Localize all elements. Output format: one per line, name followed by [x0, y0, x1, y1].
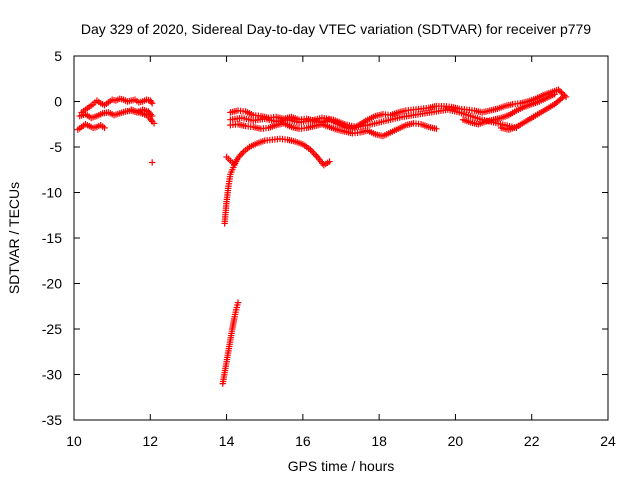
x-tick-label: 16: [295, 433, 311, 449]
x-tick-label: 12: [142, 433, 158, 449]
data-point: [148, 100, 156, 107]
data-point: [558, 89, 565, 96]
data-point: [559, 94, 566, 102]
series-sat-j: [221, 135, 333, 227]
data-point: [562, 93, 570, 101]
data-point: [557, 95, 564, 103]
y-tick-label: -10: [42, 185, 62, 201]
data-point: [148, 159, 156, 166]
data-point: [326, 158, 333, 165]
series-sat-k: [223, 153, 238, 168]
chart-title: Day 329 of 2020, Sidereal Day-to-day VTE…: [81, 21, 591, 37]
data-point: [234, 299, 242, 306]
x-tick-label: 24: [600, 433, 616, 449]
plot-frame: [73, 55, 609, 421]
y-axis-label: SDTVAR / TECUs: [6, 182, 22, 294]
data-point: [433, 125, 440, 132]
series-sat-i: [498, 94, 566, 133]
x-tick-label: 22: [524, 433, 540, 449]
x-tick-label: 14: [219, 433, 235, 449]
y-axis: 5 0 -5 -10 -15 -20 -25 -30 -35: [42, 48, 608, 428]
series-sat-f: [227, 120, 440, 140]
series-sat-a: [78, 95, 156, 116]
data-point: [313, 153, 320, 160]
x-tick-label: 10: [66, 433, 82, 449]
data-point: [556, 87, 564, 95]
data-points: [74, 86, 570, 387]
y-tick-label: -30: [42, 367, 62, 383]
data-point: [308, 148, 316, 155]
data-point: [150, 120, 158, 127]
series-sat-h: [459, 91, 558, 128]
y-tick-label: -25: [42, 321, 62, 337]
data-point: [148, 98, 155, 106]
x-axis: 10 12 14 16 18 20 22 24: [66, 56, 616, 449]
data-point: [239, 149, 246, 157]
data-point: [148, 116, 155, 124]
x-axis-label: GPS time / hours: [288, 458, 395, 474]
data-point: [101, 124, 108, 132]
series-sat-b: [76, 106, 156, 122]
data-point: [231, 161, 238, 168]
data-point: [555, 86, 562, 93]
data-point: [559, 90, 567, 98]
x-tick-label: 20: [448, 433, 464, 449]
y-tick-label: -15: [42, 230, 62, 246]
y-tick-label: 0: [54, 94, 62, 110]
y-tick-label: 5: [54, 48, 62, 64]
x-tick-label: 18: [371, 433, 387, 449]
y-tick-label: -20: [42, 276, 62, 292]
data-point: [310, 149, 317, 157]
series-sat-g: [227, 106, 520, 132]
data-point: [311, 151, 319, 158]
y-tick-label: -5: [50, 139, 63, 155]
series-sat-c: [74, 121, 108, 133]
y-tick-label: -35: [42, 412, 62, 428]
data-point: [237, 151, 245, 158]
data-point: [551, 91, 558, 98]
series-sat-l: [219, 299, 242, 387]
series-sat-d: [128, 106, 158, 127]
series-outlier: [148, 159, 156, 166]
